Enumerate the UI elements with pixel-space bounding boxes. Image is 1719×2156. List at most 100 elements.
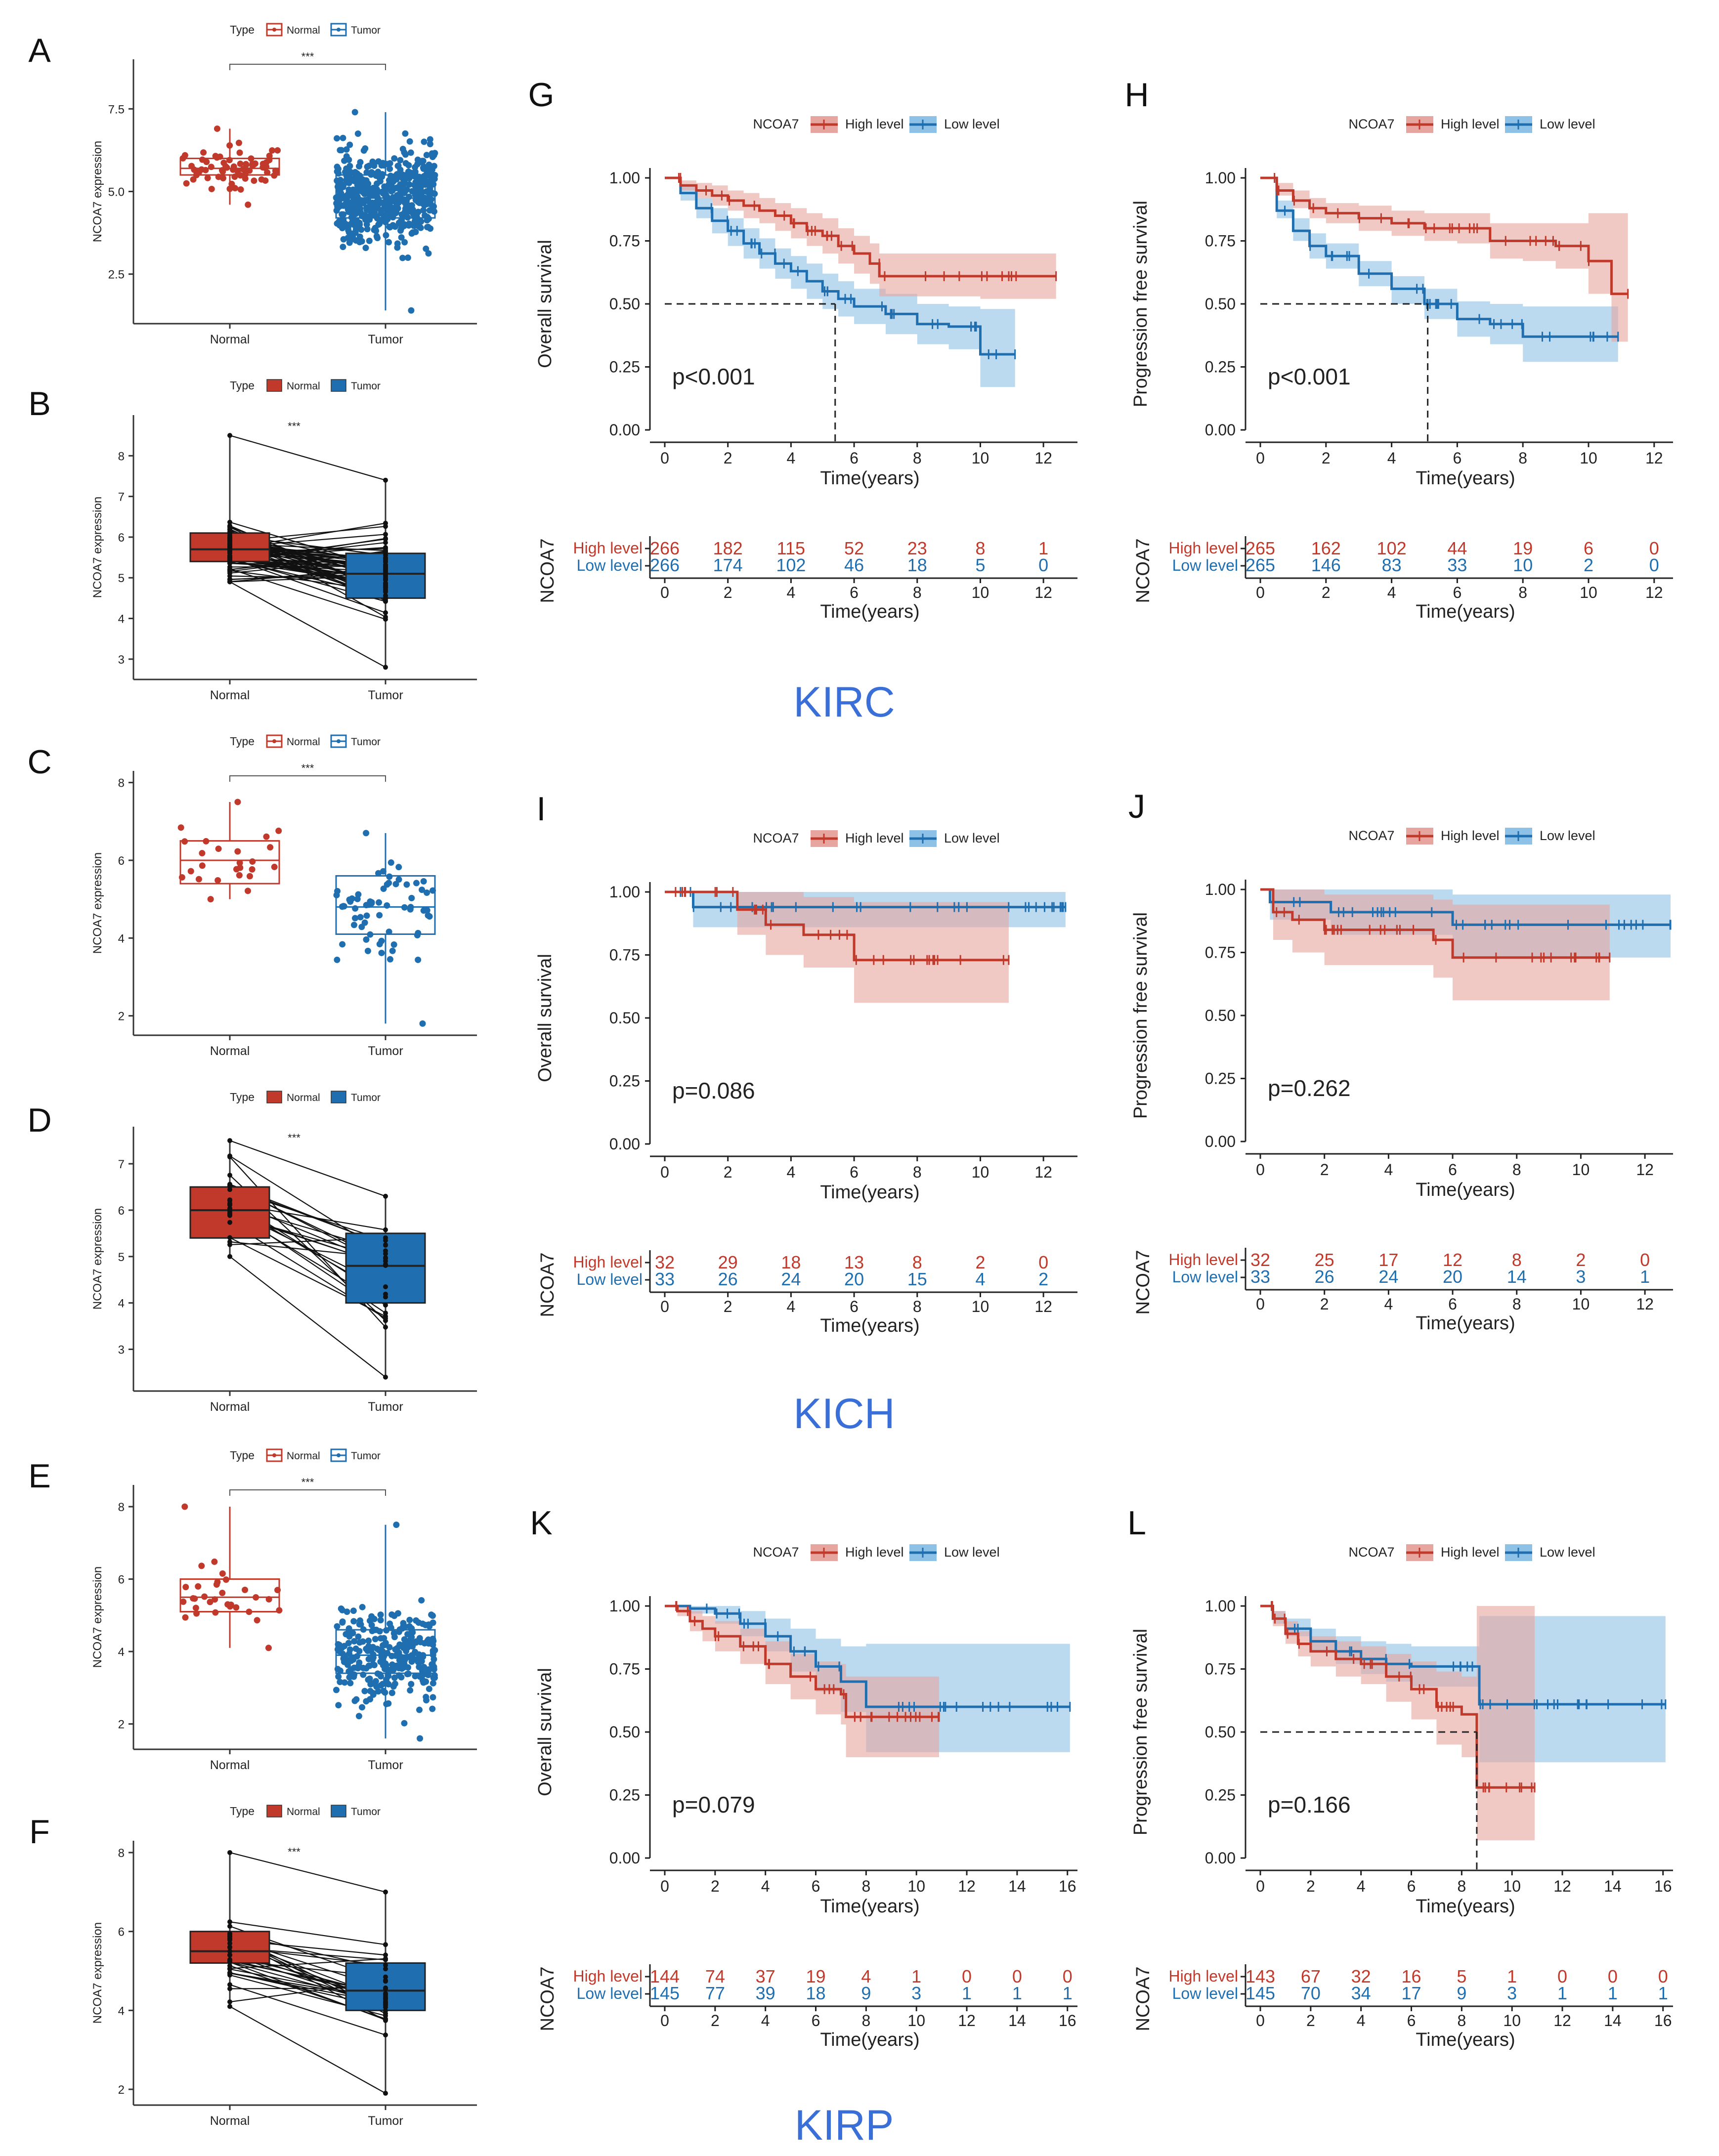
data-point: [177, 824, 184, 831]
data-point: [344, 224, 351, 231]
data-point: [383, 532, 388, 537]
y-tick-label: 6: [118, 1573, 125, 1587]
x-tick-label: 4: [1357, 1877, 1366, 1895]
data-point: [380, 868, 387, 875]
data-point: [431, 1647, 438, 1654]
data-point: [430, 163, 437, 169]
data-point: [425, 1621, 432, 1628]
significance-bracket: [229, 64, 386, 70]
x-tick-label: 6: [1448, 1161, 1457, 1179]
ci-band-high: [665, 892, 1009, 1003]
x-tick-label: 4: [1384, 1161, 1393, 1179]
panel-B: B Type Normal Tumor 3 4 5 6 7 8 Normal Tumor NCOA7 e…: [28, 379, 477, 702]
data-point: [263, 833, 270, 840]
x-tick-label: 0: [1256, 1877, 1265, 1895]
survival-curve-high: [1260, 888, 1610, 959]
p-value: p=0.086: [672, 1078, 755, 1103]
data-point: [387, 859, 394, 866]
risk-count-low: 265: [1246, 555, 1275, 575]
panel-E: E Type Normal Tumor 2 4 6 8 Normal Tumor NCOA7 exp…: [28, 1448, 477, 1772]
data-point: [207, 896, 214, 903]
legend-label-high: High level: [845, 831, 904, 845]
data-point: [379, 1681, 386, 1688]
risk-x-tick-label: 12: [1645, 584, 1663, 601]
data-point: [334, 168, 341, 175]
data-point: [375, 870, 382, 877]
legend-label-low: Low level: [1540, 1545, 1595, 1560]
risk-table-title: NCOA7: [537, 1253, 558, 1317]
legend: NCOA7 High level Low level: [1348, 116, 1595, 133]
data-point: [410, 212, 417, 219]
data-point: [395, 162, 402, 169]
data-point: [425, 1638, 431, 1645]
data-point: [340, 216, 347, 223]
x-tick-label: 6: [850, 449, 859, 467]
risk-count-low: 9: [861, 1983, 871, 2003]
risk-count-low: 24: [1378, 1267, 1398, 1287]
y-tick-label: 0.00: [1205, 1133, 1236, 1150]
y-tick-label: 0.50: [609, 295, 640, 313]
data-point: [383, 617, 388, 622]
data-point: [340, 211, 347, 218]
risk-count-high: 8: [975, 538, 985, 558]
y-axis-label: Overall survival: [535, 954, 556, 1082]
data-point: [248, 155, 255, 162]
risk-count-low: 83: [1382, 555, 1402, 575]
data-point: [379, 171, 386, 178]
panel-D: D Type Normal Tumor 3 4 5 6 7 Normal Tumor NCOA7 ex…: [27, 1091, 477, 1414]
data-point: [368, 900, 375, 907]
data-point: [274, 147, 281, 154]
legend-key-dot: [337, 739, 341, 743]
data-point: [190, 176, 197, 183]
y-tick-label: 0.25: [609, 358, 640, 376]
data-point: [408, 1658, 415, 1665]
panel-letter: I: [537, 790, 546, 828]
risk-x-tick-label: 6: [1453, 584, 1462, 601]
data-point: [401, 904, 408, 911]
data-point: [378, 1650, 385, 1657]
data-point: [219, 1570, 226, 1577]
y-tick-label: 4: [118, 932, 125, 945]
data-point: [406, 220, 413, 227]
data-point: [227, 1850, 232, 1855]
data-point: [387, 204, 394, 211]
data-point: [397, 194, 404, 201]
data-point: [414, 931, 421, 938]
x-tick-label: 12: [1034, 449, 1052, 467]
data-point: [398, 225, 405, 232]
y-tick-label: 0.00: [609, 1849, 640, 1867]
paired-line: [229, 1984, 386, 2036]
risk-count-low: 9: [1457, 1983, 1466, 2003]
risk-table-title: NCOA7: [1133, 539, 1154, 603]
risk-x-tick-label: 16: [1654, 2012, 1672, 2029]
risk-x-tick-label: 0: [660, 1298, 669, 1315]
legend-key-dot: [272, 1453, 276, 1457]
y-tick-label: 7: [118, 1158, 125, 1171]
risk-count-high: 5: [1457, 1966, 1466, 1987]
y-tick-label: 5.0: [108, 186, 125, 199]
legend-label-high: High level: [1441, 1545, 1500, 1560]
risk-count-high: 144: [650, 1966, 680, 1987]
y-axis-label: NCOA7 expression: [91, 1208, 104, 1310]
data-point: [250, 161, 257, 168]
panel-A: A Type Normal Tumor 2.5 5.0 7.5 Normal Tumor NCOA…: [28, 23, 477, 346]
data-point: [387, 1624, 394, 1631]
risk-count-low: 3: [1507, 1983, 1517, 2003]
data-point: [371, 162, 378, 169]
data-point: [230, 166, 237, 173]
legend: Type Normal Tumor: [230, 23, 381, 37]
risk-count-low: 102: [776, 555, 806, 575]
data-point: [421, 138, 428, 145]
data-point: [340, 183, 346, 190]
data-point: [413, 880, 420, 887]
data-point: [391, 1634, 398, 1641]
x-tick-label: 14: [1604, 1877, 1622, 1895]
risk-x-tick-label: 6: [850, 1298, 859, 1315]
risk-x-tick-label: 4: [1357, 2012, 1366, 2029]
data-point: [387, 956, 393, 963]
legend-title: Type: [230, 735, 255, 748]
